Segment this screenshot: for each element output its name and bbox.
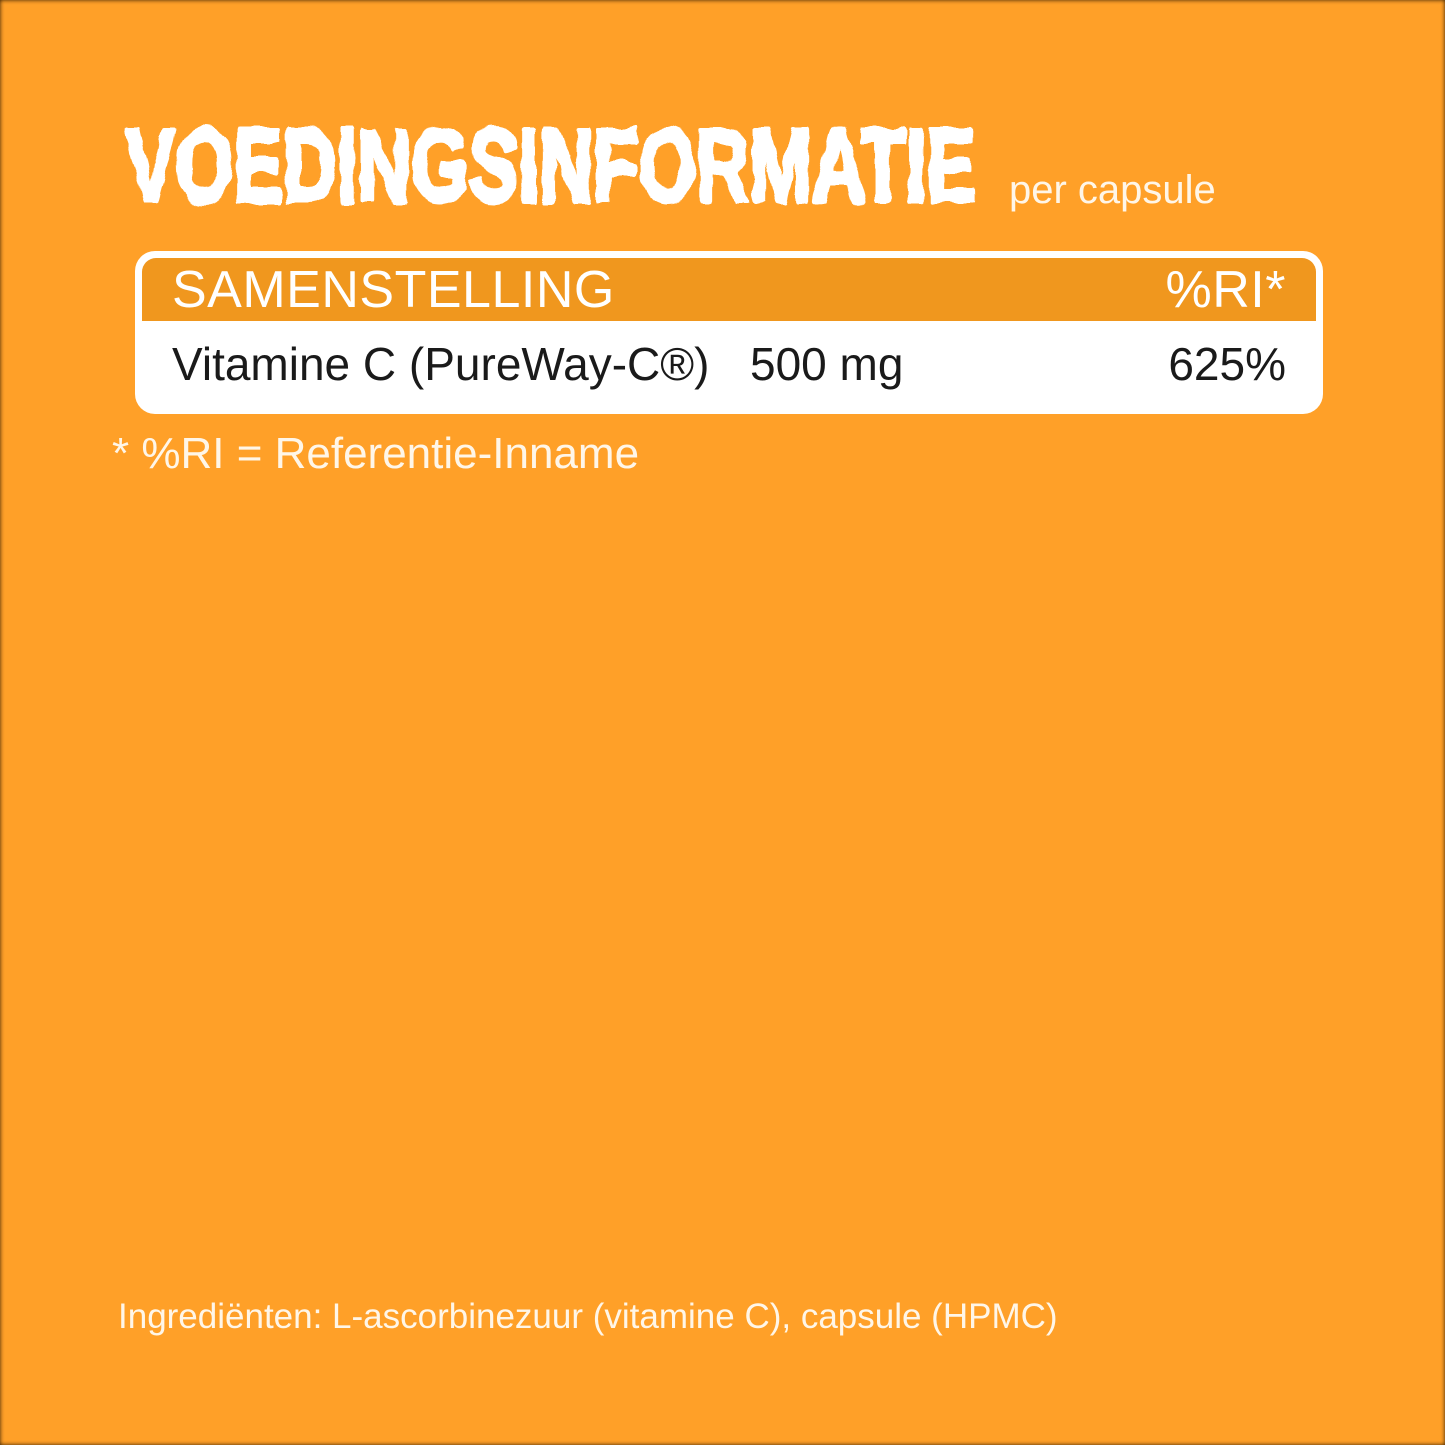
svg-text:VOEDINGSINFORMATIE: VOEDINGSINFORMATIE bbox=[126, 109, 976, 224]
